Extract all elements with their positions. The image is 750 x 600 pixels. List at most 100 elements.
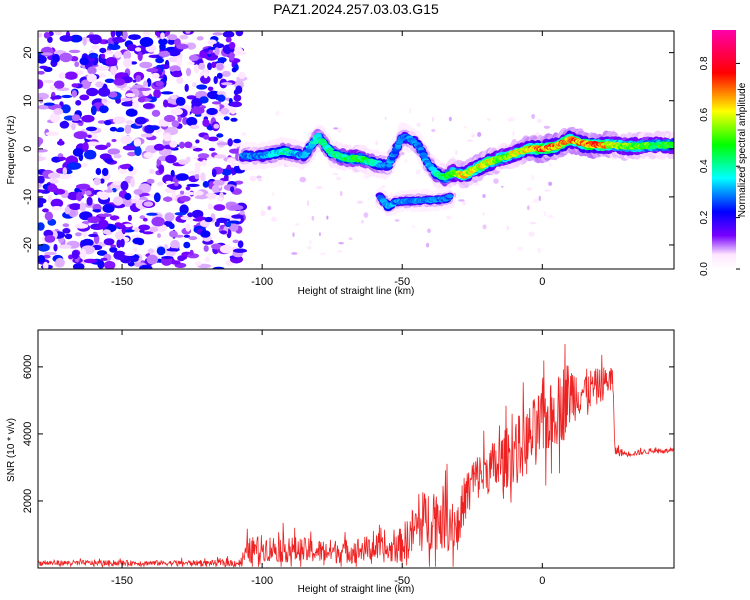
- heatmap-cell-252: [69, 34, 83, 43]
- heatmap-cell-189: [111, 138, 117, 143]
- heatmap-cell-947: [348, 237, 353, 241]
- heatmap-cell-363: [200, 75, 211, 84]
- heatmap-cell-480: [203, 134, 210, 140]
- heatmap-cell-911: [242, 132, 247, 137]
- heatmap-cell-735: [228, 41, 236, 50]
- heatmap-cell-749: [82, 162, 88, 167]
- heatmap-cell-312: [153, 89, 162, 99]
- heatmap-cell-826: [228, 52, 235, 61]
- heatmap-cell-587: [43, 79, 54, 84]
- heatmap-cell-111: [239, 210, 245, 215]
- heatmap-cell-279: [125, 108, 138, 117]
- heatmap-cell-1011: [271, 216, 277, 222]
- heatmap-cell-398: [38, 175, 45, 184]
- heatmap-cell-679: [98, 213, 112, 218]
- heatmap-cell-487: [76, 183, 90, 190]
- heatmap-cell-870: [90, 105, 97, 116]
- heatmap-cell-993: [415, 169, 421, 175]
- heatmap-cell-767: [53, 108, 64, 115]
- heatmap-cell-726: [131, 199, 138, 204]
- heatmap-cell-922: [375, 140, 379, 146]
- heatmap-cell-955: [537, 247, 541, 254]
- heatmap-cell-78: [97, 120, 106, 124]
- heatmap-cell-40: [151, 109, 161, 117]
- heatmap-cell-930: [501, 185, 504, 188]
- heatmap-cell-531: [43, 102, 55, 106]
- heatmap-cell-773: [62, 167, 68, 176]
- heatmap-cell-846: [174, 181, 179, 187]
- heatmap-cell-201: [138, 224, 151, 231]
- heatmap-cell-634: [146, 68, 159, 73]
- heatmap-cell-472: [142, 217, 148, 222]
- heatmap-cell-963: [275, 110, 280, 116]
- heatmap-cell-950: [311, 215, 315, 221]
- heatmap-cell-943: [526, 187, 532, 191]
- heatmap-cell-769: [59, 121, 70, 129]
- heatmap-cell-401: [58, 72, 66, 80]
- heatmap-cell-703: [229, 223, 239, 232]
- heatmap-cell-550: [72, 263, 85, 269]
- heatmap-cell-523: [38, 255, 46, 263]
- heatmap-cell-765: [74, 61, 80, 68]
- heatmap-cell-330: [133, 227, 139, 233]
- heatmap-cell-928: [291, 252, 298, 255]
- heatmap-cell-868: [183, 234, 190, 238]
- heatmap-cell-985: [363, 212, 369, 218]
- heatmap-cell-899: [202, 181, 210, 188]
- heatmap-cell-701: [85, 190, 92, 196]
- heatmap-cell-802: [38, 156, 45, 162]
- heatmap-cell-833: [143, 201, 154, 207]
- heatmap-cell-451: [42, 261, 49, 269]
- heatmap-cell-542: [227, 220, 240, 224]
- heatmap-cell-1019: [446, 215, 452, 220]
- heatmap-cell-976: [512, 130, 515, 136]
- heatmap-cell-655: [217, 57, 227, 63]
- heatmap-cell-796: [53, 80, 65, 89]
- heatmap-cell-879: [213, 123, 220, 129]
- heatmap-cell-844: [175, 96, 186, 106]
- heatmap-cell-895: [100, 257, 108, 261]
- heatmap-cell-164: [170, 239, 180, 250]
- heatmap-cell-999: [466, 139, 474, 142]
- heatmap-cell-901: [356, 200, 364, 204]
- heatmap-cell-992: [384, 116, 387, 120]
- heatmap-cell-699: [185, 186, 191, 191]
- heatmap-cell-659: [129, 257, 139, 262]
- heatmap-cell-719: [143, 152, 153, 159]
- heatmap-cell-673: [123, 58, 132, 68]
- heatmap-cell-764: [62, 223, 70, 228]
- heatmap-cell-786: [230, 101, 242, 108]
- heatmap-cell-47: [53, 243, 58, 252]
- heatmap-cell-156: [132, 79, 137, 83]
- heatmap-cell-713: [38, 243, 50, 252]
- heatmap-cell-929: [431, 129, 436, 132]
- heatmap-cell-501: [50, 198, 64, 208]
- heatmap-cell-525: [213, 76, 218, 84]
- heatmap-cell-862: [204, 216, 213, 223]
- heatmap-cell-961: [411, 224, 416, 229]
- heatmap-cell-520: [108, 91, 118, 98]
- heatmap-cell-739: [151, 72, 160, 79]
- heatmap-cell-177: [50, 91, 56, 101]
- heatmap-cell-569: [87, 134, 92, 138]
- heatmap-cell-815: [149, 226, 159, 233]
- heatmap-cell-741: [223, 116, 230, 121]
- heatmap-cell-975: [299, 176, 307, 183]
- heatmap-cell-476: [75, 232, 82, 237]
- heatmap-cell-470: [59, 52, 73, 63]
- heatmap-cell-331: [230, 107, 236, 115]
- heatmap-cell-820: [100, 192, 110, 200]
- heatmap-cell-800: [156, 246, 166, 256]
- heatmap-cell-631: [198, 62, 206, 70]
- heatmap-cell-146: [95, 167, 102, 176]
- heatmap-cell-949: [528, 231, 535, 237]
- heatmap-cell-372: [38, 148, 48, 153]
- heatmap-cell-766: [44, 211, 54, 221]
- heatmap-cell-875: [170, 108, 183, 116]
- heatmap-cell-522: [171, 120, 180, 128]
- heatmap-cell-594: [164, 114, 176, 123]
- heatmap-cell-606: [221, 82, 233, 86]
- heatmap-cell-877: [155, 80, 164, 87]
- heatmap-cell-167: [75, 69, 84, 76]
